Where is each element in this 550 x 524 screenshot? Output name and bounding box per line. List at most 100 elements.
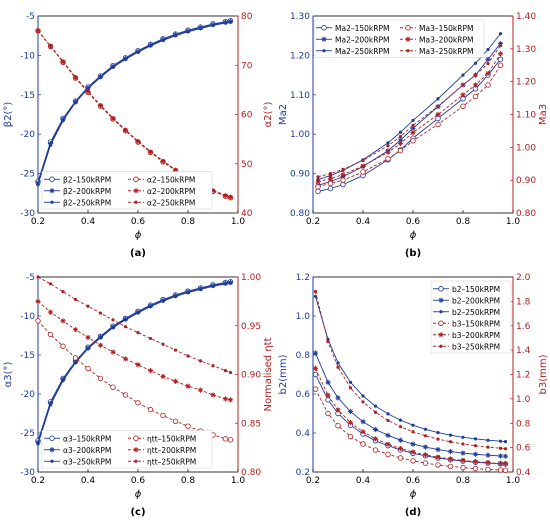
data-point xyxy=(61,290,65,294)
data-point xyxy=(347,408,354,415)
data-point xyxy=(36,275,40,279)
y-left-tick-label: -20 xyxy=(20,130,35,140)
data-point xyxy=(423,434,428,438)
panel-b: 0.2 0.4 0.6 0.8 1.00.800.901.001.101.201.300… xyxy=(278,12,549,259)
data-point xyxy=(148,336,153,341)
data-point xyxy=(498,32,503,36)
data-point xyxy=(385,156,391,162)
panel-c: 0.2 0.4 0.6 0.8 1.0 -30 -25 -20 -15 -10 -5 0.80 0.85… xyxy=(3,273,274,518)
data-point xyxy=(422,444,429,450)
data-point xyxy=(411,423,415,427)
data-point xyxy=(410,129,416,136)
data-point xyxy=(223,282,228,286)
data-point xyxy=(447,448,454,455)
data-point xyxy=(111,318,115,322)
data-point xyxy=(73,297,78,302)
data-point xyxy=(502,461,509,467)
data-point xyxy=(340,177,346,183)
data-point xyxy=(397,140,404,146)
data-point xyxy=(410,449,416,455)
data-point xyxy=(373,410,378,414)
data-point xyxy=(223,193,228,197)
x-tick-label: 0.8 xyxy=(456,217,471,227)
data-point xyxy=(36,29,40,33)
data-point xyxy=(161,299,165,303)
legend-entry-label: α3–250kRPM xyxy=(63,457,111,466)
legend-swatch-marker xyxy=(134,200,138,204)
data-point xyxy=(435,111,441,118)
data-point xyxy=(211,23,215,28)
data-point xyxy=(336,365,340,369)
data-point xyxy=(198,287,203,292)
legend-swatch-marker xyxy=(438,286,444,292)
data-point xyxy=(161,38,165,43)
y-right-tick-label: 80 xyxy=(241,12,253,22)
x-axis-label: ϕ xyxy=(410,489,417,500)
x-tick-label: 0.2 xyxy=(31,217,45,227)
data-point xyxy=(447,456,454,462)
data-point xyxy=(60,318,66,324)
legend-entry-label: α3–150kRPM xyxy=(63,434,111,443)
data-point xyxy=(198,27,203,31)
data-point xyxy=(173,348,178,352)
data-point xyxy=(460,457,466,464)
data-point xyxy=(460,103,466,109)
y-left-tick-label: -15 xyxy=(20,351,35,361)
data-point xyxy=(460,464,466,471)
data-point xyxy=(315,188,321,195)
legend-box xyxy=(313,19,485,58)
data-point xyxy=(61,59,65,63)
y-left-tick-label: -20 xyxy=(20,390,35,400)
legend-entry-label: b3–150kRPM xyxy=(452,319,500,328)
data-point xyxy=(436,97,440,101)
legend-entry-label: β2–200kRPM xyxy=(63,187,111,196)
data-point xyxy=(48,44,53,48)
legend-swatch-marker xyxy=(133,435,139,441)
data-point xyxy=(47,309,54,315)
x-tick-label: 0.4 xyxy=(81,217,96,227)
data-point xyxy=(361,400,365,404)
data-point xyxy=(173,168,178,172)
data-point xyxy=(503,439,508,444)
legend-box xyxy=(41,171,213,210)
data-point xyxy=(111,326,115,330)
legend: α3–150kRPM α3–200kRPM α3–250kRPM ηtt–150kRP… xyxy=(41,430,213,469)
data-point xyxy=(497,453,504,459)
y-right-tick-label: 0.90 xyxy=(241,371,261,381)
data-point xyxy=(136,311,140,315)
y-left-axis-label: Ma2 xyxy=(278,104,289,125)
data-point xyxy=(397,455,404,461)
data-point xyxy=(98,75,103,80)
data-point xyxy=(228,20,233,24)
x-axis-label: ϕ xyxy=(135,489,142,500)
data-point xyxy=(422,452,429,458)
series-line-d-4 xyxy=(315,368,506,465)
y-right-tick-label: 1.4 xyxy=(516,346,531,356)
data-point xyxy=(461,73,465,77)
data-point xyxy=(61,119,65,123)
data-point xyxy=(211,284,215,288)
data-point xyxy=(228,370,233,375)
y-right-tick-label: 0.6 xyxy=(516,444,531,454)
data-point xyxy=(373,404,378,408)
data-point xyxy=(411,123,415,127)
data-point xyxy=(485,56,491,62)
y-right-axis-label: α2(°) xyxy=(263,102,274,128)
legend-swatch-marker xyxy=(438,332,444,338)
data-point xyxy=(385,432,391,438)
y-right-tick-label: 1.00 xyxy=(241,273,261,283)
legend-swatch-marker xyxy=(49,176,55,182)
data-point xyxy=(461,83,465,87)
data-point xyxy=(161,159,165,163)
data-point xyxy=(472,465,479,472)
data-point xyxy=(397,137,404,143)
data-point xyxy=(48,282,53,286)
x-tick-label: 0.6 xyxy=(406,476,421,486)
legend-entry-label: Ma2–150kRPM xyxy=(335,24,389,33)
data-point xyxy=(35,318,41,324)
legend-box xyxy=(430,280,512,354)
data-point xyxy=(385,441,391,447)
data-point xyxy=(447,463,454,470)
data-point xyxy=(147,368,154,374)
data-point xyxy=(160,373,166,380)
